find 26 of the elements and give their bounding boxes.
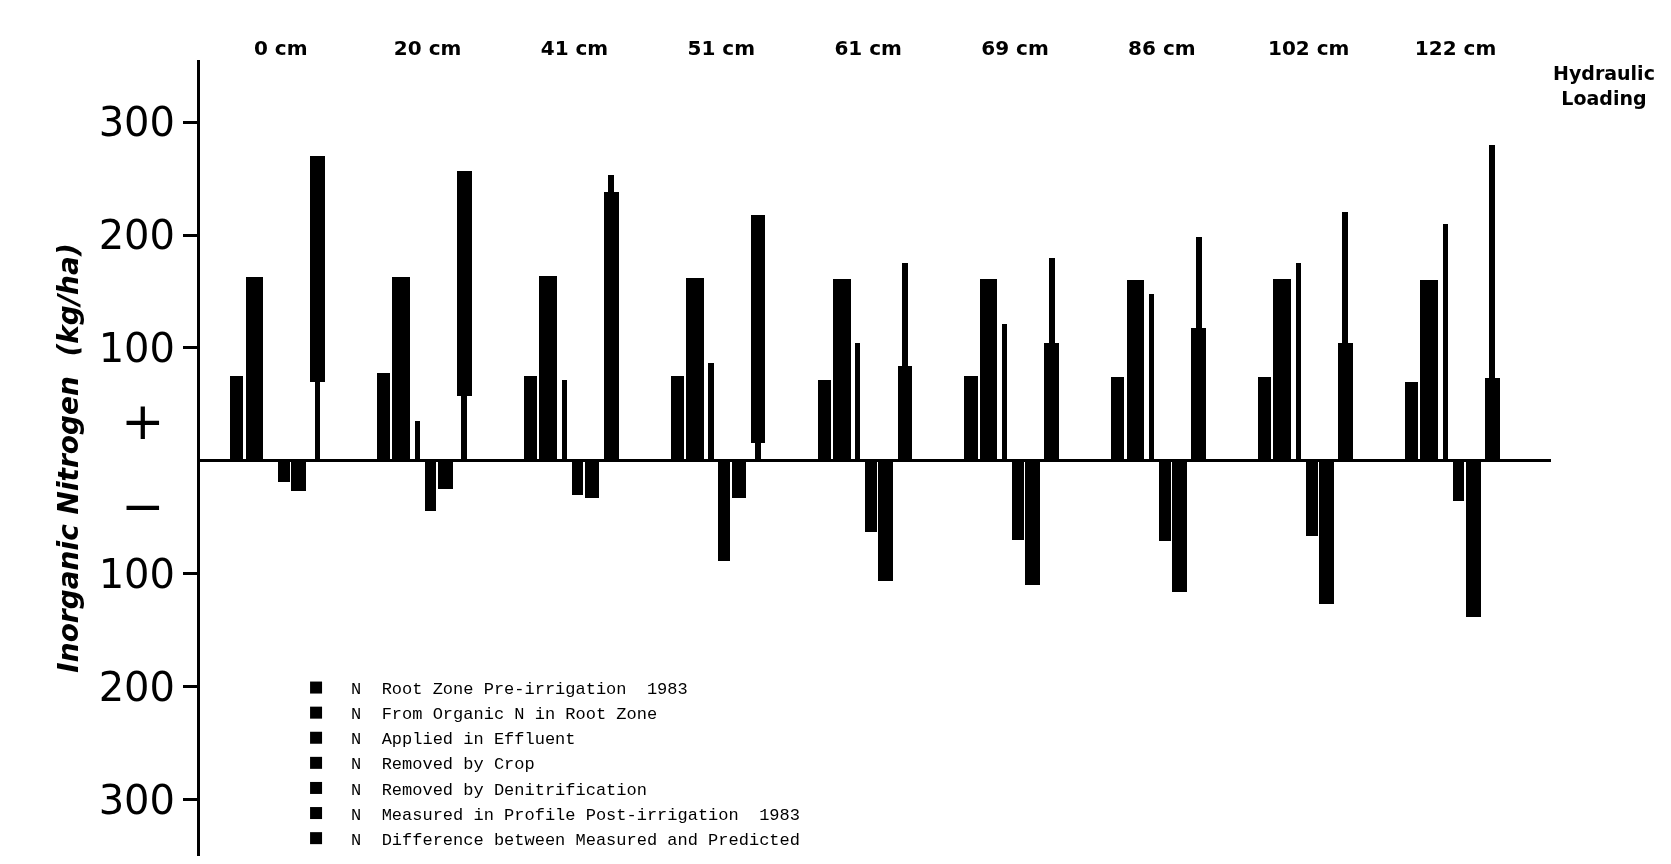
x-tick-label: 69 cm: [981, 36, 1049, 60]
x-axis-title: Hydraulic Loading: [1553, 62, 1655, 109]
x-tick-label: 0 cm: [253, 36, 308, 60]
text: −: [121, 476, 165, 536]
legend-label: N Removed by Crop: [351, 755, 535, 775]
y-tick-label: 200: [98, 212, 175, 259]
legend-label: N Difference between Measured and Predicted: [351, 830, 800, 850]
legend-label: N Measured in Profile Post-irrigation 1983: [351, 805, 800, 825]
x-tick-label: 102 cm: [1268, 36, 1350, 60]
x-tick-label: 122 cm: [1414, 36, 1497, 60]
y-tick-label: 300: [98, 776, 175, 823]
text: +: [121, 391, 165, 451]
x-tick-label: 51 cm: [687, 36, 756, 60]
y-tick-label: 100: [98, 324, 175, 371]
legend-label: N Removed by Denitrification: [351, 780, 647, 800]
y-axis-title: Inorganic Nitrogen (kg/ha): [52, 243, 86, 673]
y-tick-label: 200: [98, 663, 175, 710]
x-tick-label: 41 cm: [540, 36, 609, 60]
y-tick-label: 100: [98, 550, 175, 597]
legend-label: N From Organic N in Root Zone: [351, 705, 658, 725]
x-tick-label: 61 cm: [834, 36, 902, 60]
legend-label: N Root Zone Pre-irrigation 1983: [351, 680, 688, 700]
x-tick-label: 86 cm: [1128, 36, 1196, 60]
x-tick-label: 20 cm: [393, 36, 462, 60]
legend-label: N Applied in Effluent: [351, 730, 576, 750]
y-tick-label: 300: [98, 99, 175, 146]
